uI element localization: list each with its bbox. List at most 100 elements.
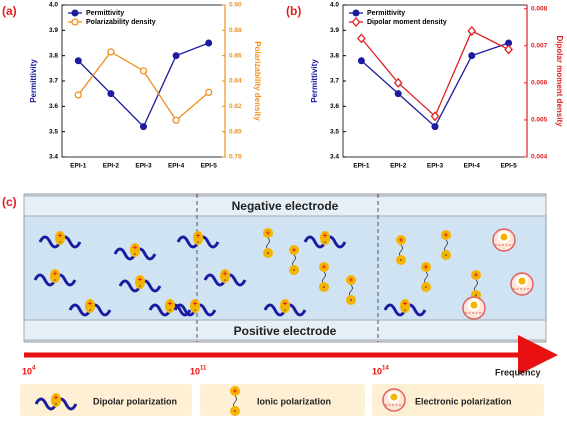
y-tick-label: 4.0: [330, 2, 339, 9]
y2-tick-label: 0.80: [229, 128, 242, 135]
point: [352, 9, 360, 17]
frequency-exponent: 4: [32, 366, 36, 372]
legend-marker: [352, 9, 360, 17]
panel-label: (b): [286, 4, 301, 18]
point: [468, 52, 476, 60]
y2-tick-label: 0.86: [229, 52, 242, 59]
legend-box: [200, 384, 365, 416]
y-tick-label: 4.0: [49, 2, 58, 9]
point: [74, 91, 82, 99]
frequency-exponent: 11: [200, 366, 207, 372]
y2-tick-label: 0.007: [531, 42, 548, 49]
y2-tick-label: 0.006: [531, 80, 548, 87]
y2-tick-label: 0.82: [229, 103, 242, 110]
legend-text: Permittivity: [86, 10, 124, 17]
point: [357, 33, 366, 44]
y-tick-label: 3.5: [330, 128, 339, 135]
y-tick-label: 3.8: [49, 52, 58, 59]
electrode-label: Positive electrode: [234, 324, 337, 338]
legend-text: Dipolar polarization: [93, 396, 177, 406]
electrode: [23, 195, 547, 217]
chart: (b) 3.4 3.5 3.6 3.7 3.8 3.9 4.0 0.004 0.005 0.006 0…: [286, 2, 564, 170]
x-tick-label: EPI-2: [390, 163, 407, 170]
x-tick-label: EPI-4: [464, 163, 481, 170]
series-line: [360, 30, 509, 118]
panel-label: (a): [2, 4, 17, 18]
point: [431, 123, 439, 131]
legend-marker: [351, 17, 361, 27]
x-tick-label: EPI-1: [70, 163, 87, 170]
y2-tick-label: 0.78: [229, 154, 242, 161]
frequency-exponent: 14: [382, 366, 389, 372]
x-tick-label: EPI-1: [353, 163, 370, 170]
point: [172, 116, 180, 124]
plot-frame: [342, 4, 528, 158]
y2-tick-label: 0.008: [531, 5, 548, 12]
axis-label: Frequency: [495, 367, 541, 377]
point: [71, 9, 79, 17]
x-tick-label: EPI-4: [168, 163, 185, 170]
point: [351, 17, 361, 27]
point: [74, 57, 82, 65]
point: [71, 18, 79, 26]
y-tick-label: 3.4: [49, 154, 58, 161]
legend-text: Permittivity: [367, 10, 405, 17]
y-tick-label: 3.6: [330, 103, 339, 110]
y-tick-label: 3.8: [330, 52, 339, 59]
diagram: (c) Negative electrode Positive electrod…: [2, 193, 558, 417]
point: [504, 44, 513, 55]
point: [205, 88, 213, 97]
electrode: [23, 319, 547, 341]
electrode-label: Negative electrode: [232, 199, 339, 213]
point: [394, 90, 402, 98]
dielectric: [23, 193, 547, 343]
legend-text: Ionic polarization: [257, 396, 331, 406]
legend-box: [372, 384, 544, 416]
point: [357, 57, 365, 65]
y-tick-label: 3.6: [49, 103, 58, 110]
x-tick-label: EPI-3: [135, 163, 152, 170]
y2-tick-label: 0.005: [531, 117, 548, 124]
point: [393, 77, 403, 88]
y2-tick-label: 0.84: [229, 78, 242, 85]
plot-frame: [61, 4, 226, 158]
y-tick-label: 3.4: [330, 154, 339, 161]
legend-text: Electronic polarization: [415, 396, 512, 406]
point: [139, 67, 148, 75]
x-tick-label: EPI-2: [103, 163, 120, 170]
y-tick-label: 3.7: [330, 78, 339, 85]
y2-tick-label: 0.004: [531, 154, 548, 161]
point: [140, 123, 147, 131]
legend-text: Dipolar moment density: [367, 19, 447, 26]
panel-label: (c): [2, 195, 17, 209]
legend-box: [20, 384, 192, 416]
y-axis-label: Permittivity: [310, 59, 319, 103]
legend-marker: [71, 18, 79, 26]
point: [172, 52, 180, 60]
x-tick-label: EPI-5: [500, 163, 517, 170]
x-tick-label: EPI-5: [201, 163, 218, 170]
y2-tick-label: 0.90: [229, 2, 242, 9]
legend-marker: [71, 9, 79, 17]
y2-tick-label: 0.88: [229, 27, 242, 34]
legend-text: Polarizability density: [86, 19, 156, 26]
frequency-label: 10: [22, 366, 32, 376]
point: [107, 48, 115, 56]
y-tick-label: 3.7: [49, 78, 58, 85]
x-tick-label: EPI-3: [427, 163, 444, 170]
point: [467, 25, 477, 36]
y2-axis-label: Dipolar moment density: [555, 35, 564, 127]
y-tick-label: 3.5: [49, 128, 58, 135]
point: [430, 111, 440, 122]
chart: (a) 3.4 3.5 3.6 3.7 3.8 3.9 4.0 0.78 0.80 0.82 0.84…: [2, 2, 262, 170]
y2-axis-label: Polarizability density: [253, 41, 262, 121]
series-line: [77, 42, 209, 128]
y-tick-label: 3.9: [330, 27, 339, 34]
y-axis-label: Permittivity: [29, 59, 38, 103]
point: [205, 39, 213, 47]
frequency-label: 10: [190, 366, 200, 376]
y-tick-label: 3.9: [49, 27, 58, 34]
series-line: [77, 51, 210, 122]
frequency-label: 10: [372, 366, 382, 376]
